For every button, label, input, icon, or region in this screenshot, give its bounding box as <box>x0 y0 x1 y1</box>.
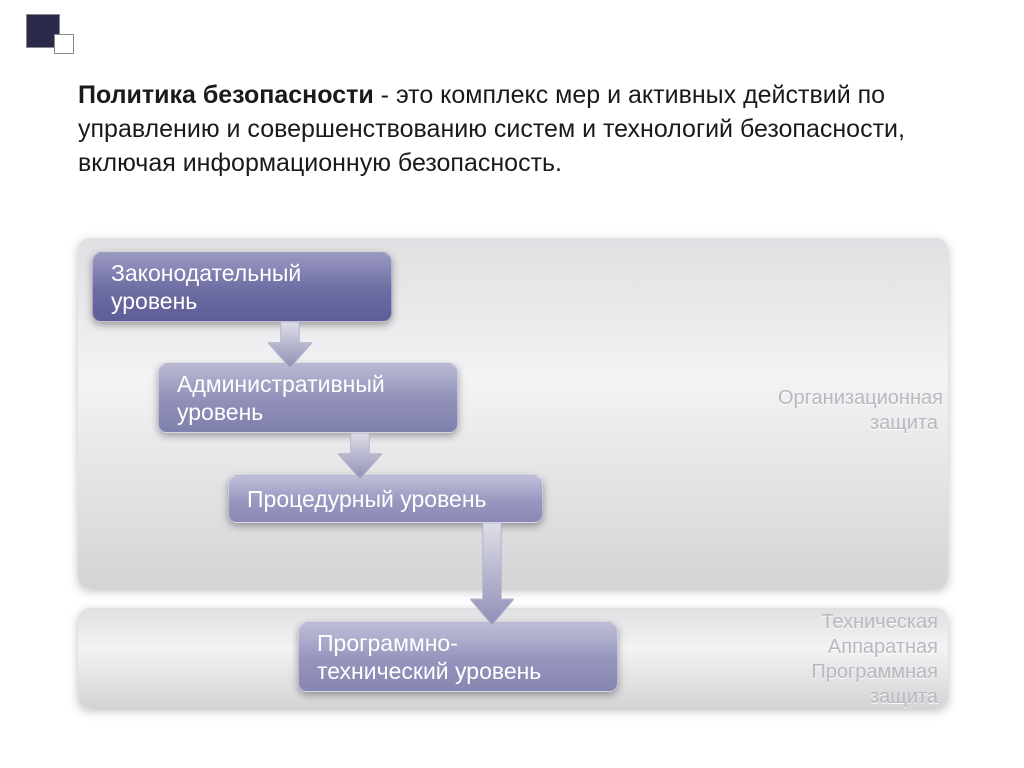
level-procedural: Процедурный уровень <box>228 475 543 523</box>
level-technical: Программно-технический уровень <box>298 622 618 692</box>
side-label-1: ТехническаяАппаратнаяПрограммнаязащита <box>778 610 938 710</box>
arrow-administrative-to-procedural <box>338 433 382 479</box>
title-bold: Политика безопасности <box>78 81 374 109</box>
slide-title: Политика безопасности - это комплекс мер… <box>78 78 948 180</box>
level-legislative: Законодательныйуровень <box>92 252 392 322</box>
arrow-procedural-to-technical <box>470 523 514 625</box>
level-administrative: Административныйуровень <box>158 363 458 433</box>
arrow-legislative-to-administrative <box>268 322 312 368</box>
levels-diagram: Законодательныйуровень Административныйур… <box>78 238 948 718</box>
side-label-0: Организационнаязащита <box>778 386 938 436</box>
square-light <box>54 34 74 54</box>
